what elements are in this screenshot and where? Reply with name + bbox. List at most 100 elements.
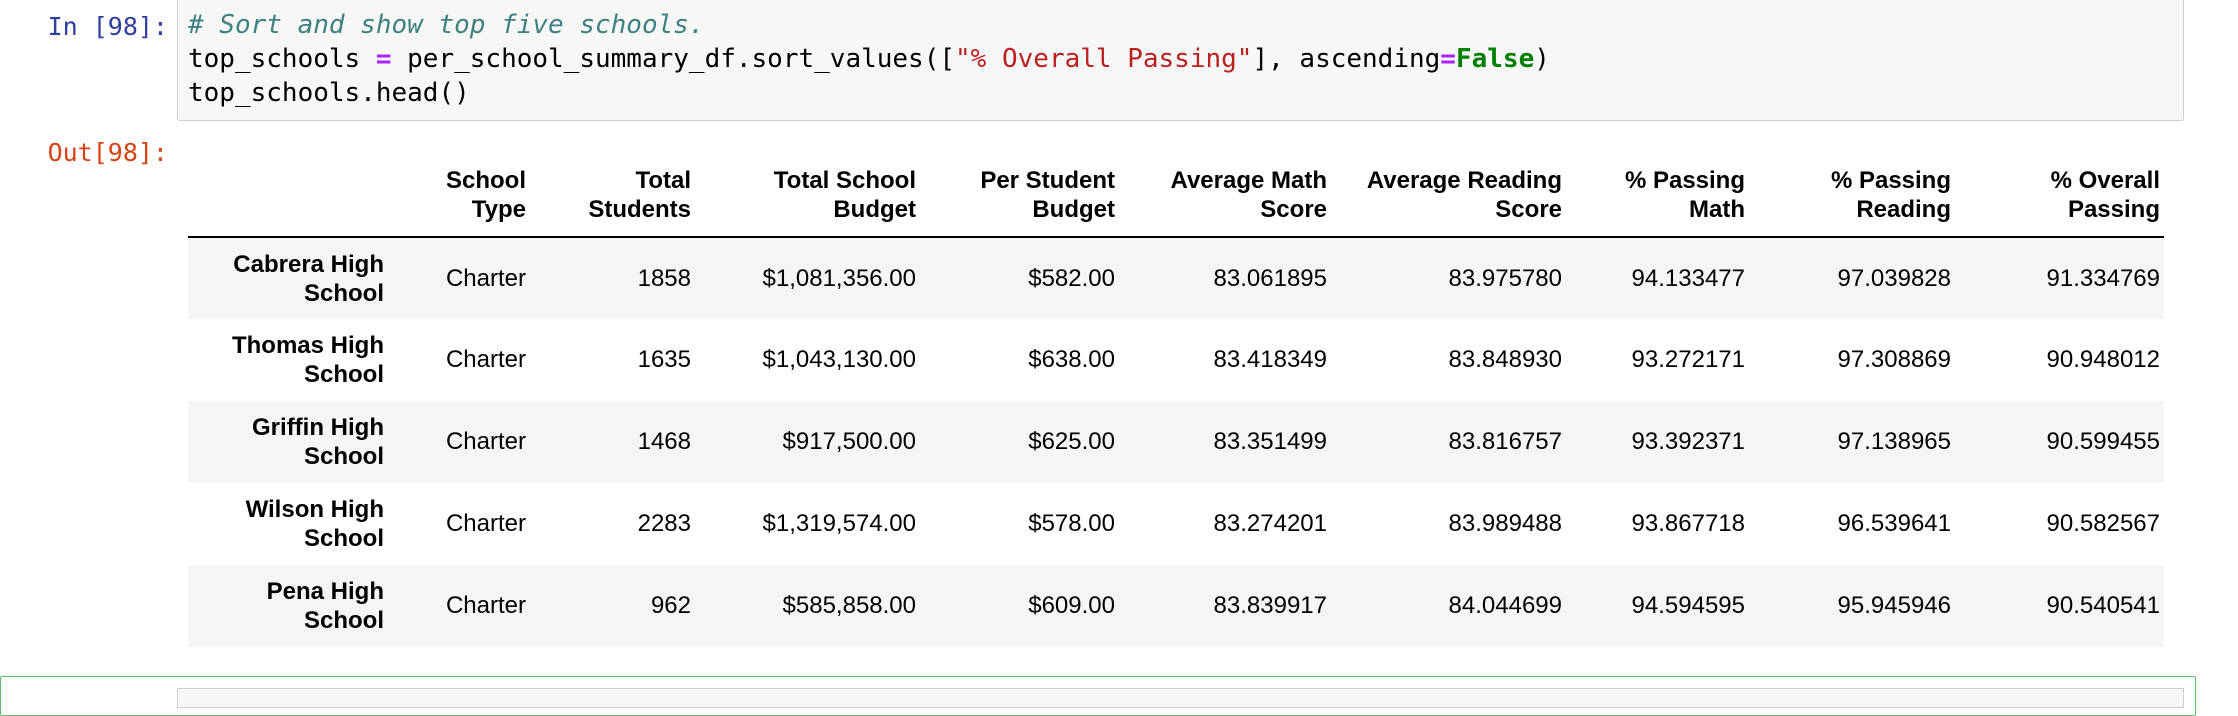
table-cell: Charter [445, 510, 526, 537]
row-index-line: School [303, 279, 384, 307]
next-cell-input[interactable] [177, 688, 2184, 708]
code-token: top_schools [188, 44, 376, 74]
table-cell: $582.00 [1028, 264, 1115, 292]
column-header-line: % Passing [1624, 167, 1745, 194]
table-cell: $585,858.00 [782, 592, 916, 619]
code-token: ) [1534, 44, 1550, 74]
table-row: Wilson High School Charter 2283 $1,319,57… [188, 483, 2164, 565]
row-index-line: School [303, 361, 384, 388]
table-cell: 97.138965 [1837, 428, 1951, 455]
table-cell: Charter [445, 428, 526, 455]
row-index: Pena High School [188, 565, 384, 647]
table-cell: 83.989488 [1448, 510, 1562, 537]
code-string: "% Overall Passing" [955, 44, 1253, 74]
column-header-line: Score [1495, 196, 1562, 223]
row-index-line: Wilson High [245, 496, 384, 523]
table-cell: $578.00 [1028, 510, 1115, 537]
column-header-line: Total [635, 167, 691, 194]
column-header: Average Math Score [1115, 166, 1328, 238]
table-row: Pena High School Charter 962 $585,858.00 … [188, 565, 2164, 647]
row-index-line: Thomas High [231, 332, 384, 359]
column-header: % Overall Passing [1951, 166, 2164, 238]
code-token: per_school_summary_df.sort_values([ [391, 44, 956, 74]
output-prompt: Out[98]: [47, 138, 168, 167]
table-cell: 94.133477 [1631, 264, 1745, 292]
column-header-line: Passing [2067, 196, 2160, 223]
table-cell: 83.418349 [1213, 346, 1327, 373]
column-header-line: Total School [773, 167, 916, 194]
code-editor[interactable]: # Sort and show top five schools. top_sc… [188, 8, 1550, 110]
table-cell: $1,081,356.00 [762, 264, 916, 292]
table-row: Griffin High School Charter 1468 $917,500… [188, 401, 2164, 483]
table-cell: 1635 [637, 346, 691, 373]
row-index: Wilson High School [188, 483, 384, 565]
table-row: Cabrera High School Charter 1858 $1,081,3… [188, 237, 2164, 319]
table-cell: 93.867718 [1631, 510, 1745, 537]
table-cell: 93.272171 [1631, 346, 1745, 373]
table-cell: 91.334769 [2046, 264, 2160, 292]
column-header-line: Budget [833, 196, 916, 223]
table-cell: 1858 [637, 264, 691, 292]
table-cell: 962 [650, 592, 691, 619]
row-index: Cabrera High School [188, 237, 384, 319]
table-cell: Charter [445, 592, 526, 619]
table-cell: 83.848930 [1448, 346, 1562, 373]
column-header-line: Average Math [1170, 167, 1328, 194]
row-index-line: School [303, 443, 384, 470]
table-cell: 83.839917 [1213, 592, 1327, 619]
table-cell: 83.274201 [1213, 510, 1327, 537]
column-header: Per Student Budget [916, 166, 1115, 238]
dataframe-output: School Type Total Students Total School Bud… [188, 166, 2164, 647]
table-cell: 90.948012 [2046, 346, 2160, 373]
column-header: % Passing Reading [1745, 166, 1951, 238]
column-header: Total Students [526, 166, 691, 238]
table-cell: 1468 [637, 428, 691, 455]
table-cell: Charter [445, 346, 526, 373]
input-prompt: In [98]: [47, 12, 168, 41]
row-index: Griffin High School [188, 401, 384, 483]
table-cell: 83.061895 [1213, 264, 1327, 292]
column-header: Average Reading Score [1327, 166, 1562, 238]
table-cell: 84.044699 [1448, 592, 1562, 619]
column-header-line: Score [1260, 196, 1327, 223]
code-input-area[interactable]: # Sort and show top five schools. top_sc… [177, 0, 2184, 121]
row-index-line: School [303, 525, 384, 552]
table-cell: $1,319,574.00 [762, 510, 916, 537]
column-header: Total School Budget [691, 166, 916, 238]
table-cell: $917,500.00 [782, 428, 916, 455]
table-cell: 83.816757 [1448, 428, 1562, 455]
column-header: % Passing Math [1562, 166, 1745, 238]
table-cell: Charter [445, 264, 526, 292]
column-header-line: % Passing [1830, 167, 1951, 194]
table-cell: 90.540541 [2046, 592, 2160, 619]
index-header [188, 166, 384, 238]
column-header-line: School [445, 167, 526, 194]
code-keyword: False [1455, 44, 1535, 74]
table-row: Thomas High School Charter 1635 $1,043,13… [188, 319, 2164, 401]
column-header-line: Average Reading [1366, 167, 1562, 194]
dataframe-table: School Type Total Students Total School Bud… [188, 166, 2164, 647]
column-header-line: Budget [1032, 196, 1115, 223]
table-cell: $638.00 [1028, 346, 1115, 373]
table-cell: 90.582567 [2046, 510, 2160, 537]
table-cell: 96.539641 [1837, 510, 1951, 537]
table-cell: 94.594595 [1631, 592, 1745, 619]
table-cell: 97.308869 [1837, 346, 1951, 373]
table-cell: 97.039828 [1837, 264, 1951, 292]
column-header-line: Type [471, 196, 526, 223]
table-header-row: School Type Total Students Total School Bud… [188, 166, 2164, 238]
column-header-line: Per Student [980, 167, 1115, 194]
table-cell: 83.351499 [1213, 428, 1327, 455]
code-operator: = [375, 44, 392, 74]
table-cell: $1,043,130.00 [762, 346, 916, 373]
column-header-line: Math [1689, 196, 1745, 223]
column-header-line: Reading [1856, 196, 1951, 223]
column-header: School Type [384, 166, 526, 238]
row-index: Thomas High School [188, 319, 384, 401]
column-header-line: Students [588, 196, 691, 223]
code-comment: # Sort and show top five schools. [188, 10, 705, 40]
table-cell: $609.00 [1028, 592, 1115, 619]
code-operator: = [1440, 44, 1456, 74]
code-line: top_schools.head() [188, 78, 470, 108]
table-cell: 83.975780 [1448, 264, 1562, 292]
